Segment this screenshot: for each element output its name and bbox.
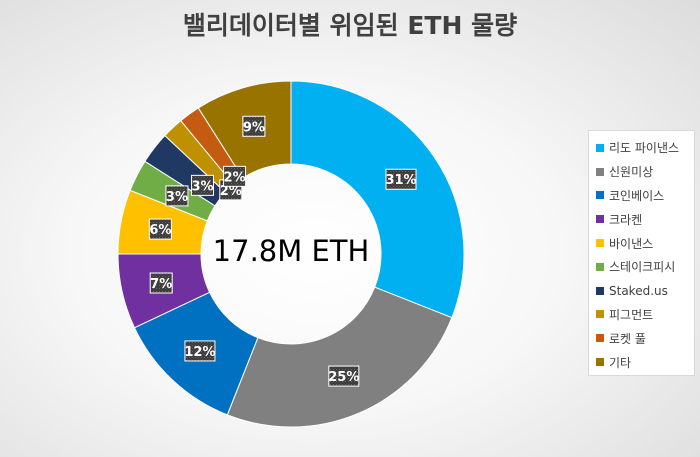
legend-swatch xyxy=(596,358,604,367)
legend-label: 로켓 풀 xyxy=(609,331,646,346)
legend-item: 크라켄 xyxy=(596,207,694,231)
legend-item: 스테이크피시 xyxy=(596,255,694,279)
data-label: 25% xyxy=(328,365,360,387)
data-label-text: 31% xyxy=(385,173,416,188)
data-label: 3% xyxy=(191,174,215,196)
data-label-text: 3% xyxy=(166,190,188,205)
legend-label: 바이낸스 xyxy=(609,236,654,251)
data-label-box xyxy=(242,115,266,137)
data-label: 3% xyxy=(165,185,189,207)
legend-label: 피그먼트 xyxy=(609,307,654,322)
data-label: 2% xyxy=(223,165,247,187)
legend-label: 크라켄 xyxy=(609,212,643,227)
data-label-text: 6% xyxy=(149,223,171,238)
legend-item: 코인베이스 xyxy=(596,184,694,208)
legend-item: 기타 xyxy=(596,350,694,374)
donut-slice xyxy=(226,286,453,428)
data-label-text: 9% xyxy=(243,120,265,135)
data-label: 7% xyxy=(149,272,173,294)
legend-swatch xyxy=(596,286,604,295)
legend-item: 피그먼트 xyxy=(596,303,694,327)
data-label-box xyxy=(191,174,215,196)
legend-swatch xyxy=(596,215,604,224)
data-label-text: 2% xyxy=(220,184,242,199)
legend-swatch xyxy=(596,191,604,200)
data-label-box xyxy=(385,168,417,190)
donut-slice xyxy=(290,80,465,319)
data-label: 9% xyxy=(242,115,266,137)
legend-label: 코인베이스 xyxy=(609,188,665,203)
legend-label: 스테이크피시 xyxy=(609,260,676,275)
data-label-box xyxy=(148,218,172,240)
data-label: 31% xyxy=(385,168,417,190)
data-label-box xyxy=(184,340,216,362)
data-label-box xyxy=(328,365,360,387)
legend-label: 리도 파이낸스 xyxy=(609,141,680,156)
legend-item: Staked.us xyxy=(596,279,694,303)
data-label-text: 3% xyxy=(191,179,213,194)
legend-swatch xyxy=(596,262,604,271)
data-label: 6% xyxy=(148,218,172,240)
legend-swatch xyxy=(596,334,604,343)
data-label-box xyxy=(223,165,247,187)
legend-item: 리도 파이낸스 xyxy=(596,136,694,160)
data-label-box xyxy=(165,185,189,207)
legend-swatch xyxy=(596,143,604,152)
legend-item: 신원미상 xyxy=(596,160,694,184)
center-total-label: 17.8M ETH xyxy=(213,234,370,268)
chart-title: 밸리데이터별 위임된 ETH 물량 xyxy=(182,11,518,40)
legend-label: 기타 xyxy=(609,355,632,370)
data-label-text: 7% xyxy=(150,277,172,292)
legend-item: 로켓 풀 xyxy=(596,326,694,350)
legend-label: Staked.us xyxy=(609,283,668,298)
data-label-text: 12% xyxy=(184,345,215,360)
data-label-box xyxy=(149,272,173,294)
legend-swatch xyxy=(596,310,604,319)
legend-label: 신원미상 xyxy=(609,165,654,180)
data-label-text: 2% xyxy=(224,170,246,185)
legend-item: 바이낸스 xyxy=(596,231,694,255)
data-label: 12% xyxy=(184,340,216,362)
legend-swatch xyxy=(596,239,604,248)
data-label-text: 25% xyxy=(328,370,359,385)
legend-swatch xyxy=(596,167,604,176)
